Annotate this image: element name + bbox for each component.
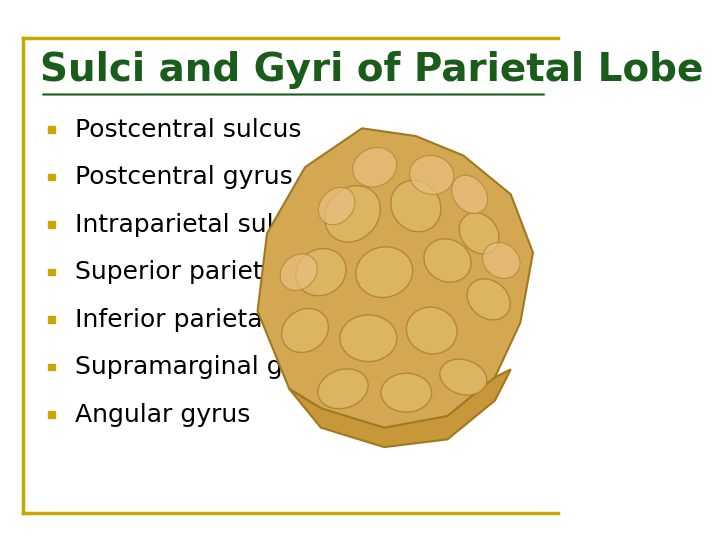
Bar	[48, 411, 55, 418]
Bar	[48, 316, 55, 323]
Bar	[48, 364, 55, 370]
Text: Intraparietal sulcus: Intraparietal sulcus	[75, 213, 316, 237]
Bar	[48, 221, 55, 228]
Text: Angular gyrus: Angular gyrus	[75, 403, 250, 427]
Bar	[48, 126, 55, 133]
Bar	[48, 269, 55, 275]
Text: Superior parietal lobule: Superior parietal lobule	[75, 260, 369, 284]
Bar	[48, 174, 55, 180]
Text: Inferior parietal lobule: Inferior parietal lobule	[75, 308, 354, 332]
Text: Postcentral sulcus: Postcentral sulcus	[75, 118, 302, 141]
Text: Sulci and Gyri of Parietal Lobe: Sulci and Gyri of Parietal Lobe	[40, 51, 703, 89]
Text: Supramarginal gyrus: Supramarginal gyrus	[75, 355, 336, 379]
Text: Postcentral gyrus: Postcentral gyrus	[75, 165, 292, 189]
